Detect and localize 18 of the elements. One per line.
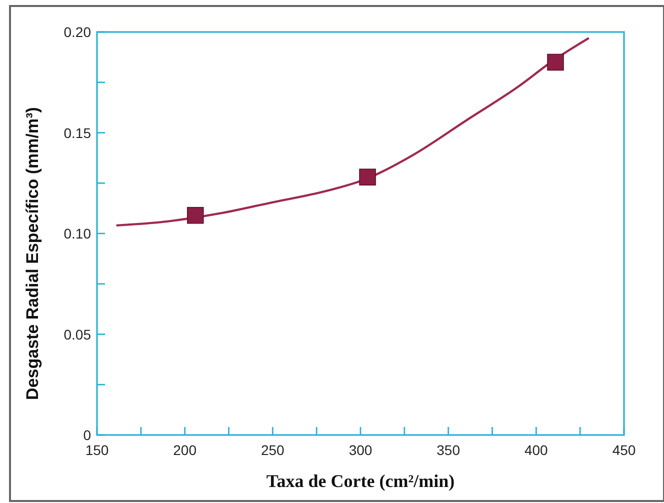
y-tick-label: 0.15 [64,124,92,141]
x-tick-label: 450 [612,442,636,458]
x-tick-label: 300 [348,442,372,458]
y-tick-label: 0 [83,427,92,443]
y-axis-title: Desgaste Radial Específico (mm/m³) [23,107,42,400]
x-axis-title: Taxa de Corte (cm²/min) [266,471,455,491]
point [186,206,204,224]
x-tick-label: 400 [524,442,548,458]
point [547,54,564,71]
x-tick-label: 350 [436,442,460,458]
y-tick-label: 0.10 [64,226,92,242]
x-tick-label: 200 [173,442,197,458]
line-series [115,36,590,227]
x-tick-label: 150 [85,442,109,458]
y-tick-label: 0.05 [64,326,92,342]
x-tick-label: 250 [260,442,285,458]
y-tick-label: 0.20 [64,24,92,40]
point [359,168,376,186]
